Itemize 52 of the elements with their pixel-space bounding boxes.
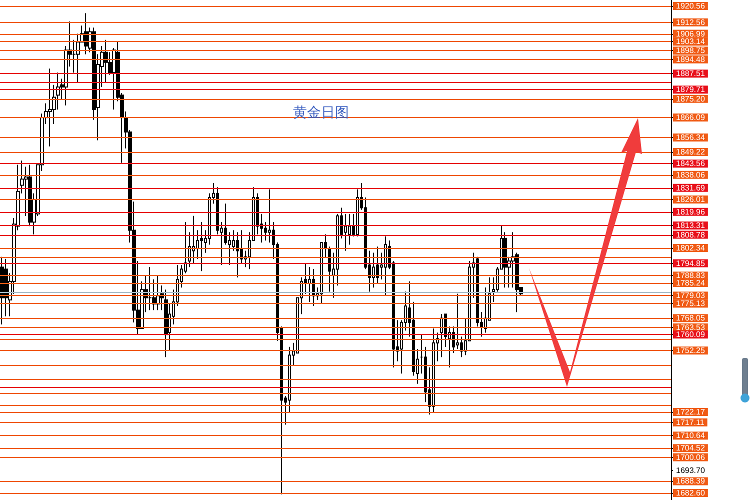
y-tick-label: 1831.69 [676,183,706,192]
y-tick-label: 1760.09 [676,330,706,339]
y-tick-label: 1794.85 [676,258,706,268]
candlestick [236,232,239,278]
y-tick-label: 1912.56 [676,18,706,27]
y-tick-label: 1802.34 [676,243,706,252]
y-tick-label: 1813.31 [676,221,706,230]
candlestick [156,274,160,311]
y-tick-label: 1856.34 [676,132,706,142]
y-tick-label: 1704.52 [676,444,706,453]
y-tick-label: 1775.13 [676,299,706,308]
y-tick-label: 1920.56 [676,2,706,11]
y-tick-label: 1898.75 [676,46,706,56]
y-tick-label: 1768.05 [676,314,706,323]
candlestick [384,236,387,296]
y-tick-label: 1688.39 [676,476,706,486]
y-tick-label: 1894.48 [676,54,706,64]
candlestick [164,289,168,358]
y-tick-label: 1903.14 [676,37,706,46]
y-tick-label: 1785.24 [676,278,706,288]
y-tick-label: 1717.11 [676,418,705,427]
y-tick-label: 1682.60 [676,488,706,498]
y-tick-label: 1875.20 [676,94,706,104]
candlestick [440,314,443,358]
y-tick-label: 1849.22 [676,148,706,157]
y-tick-label: 1838.06 [676,170,706,180]
y-tick-label: 1788.83 [676,271,706,280]
candlestick [84,12,88,55]
y-tick-label: 1879.71 [676,85,706,94]
candlestick [48,68,52,147]
y-tick-label: 1700.06 [676,452,706,462]
y-tick-label: 1866.09 [676,113,706,122]
y-tick-label: 1710.64 [676,431,706,440]
candlestick [104,39,108,84]
y-tick-label: 1693.70 [676,466,706,475]
candlestick [148,266,152,311]
candlestick [376,246,379,284]
y-tick-label: 1779.03 [676,291,706,300]
candlestick [200,222,203,272]
y-tick-label: 1843.56 [676,159,706,168]
candlestick [308,266,311,302]
y-tick-label: 1722.17 [676,408,706,417]
y-tick-label: 1826.01 [676,195,706,204]
y-tick-label: 1763.53 [676,322,706,332]
y-tick-label: 1887.51 [676,69,706,78]
candlestick [432,328,435,413]
y-tick-label: 1819.96 [676,207,706,216]
y-tick-label: 1752.25 [676,346,706,355]
y-tick-label: 1906.99 [676,29,706,38]
candlestick [192,215,195,264]
text: 黄金日图 [293,105,349,121]
y-tick-label: 1808.78 [676,230,706,240]
